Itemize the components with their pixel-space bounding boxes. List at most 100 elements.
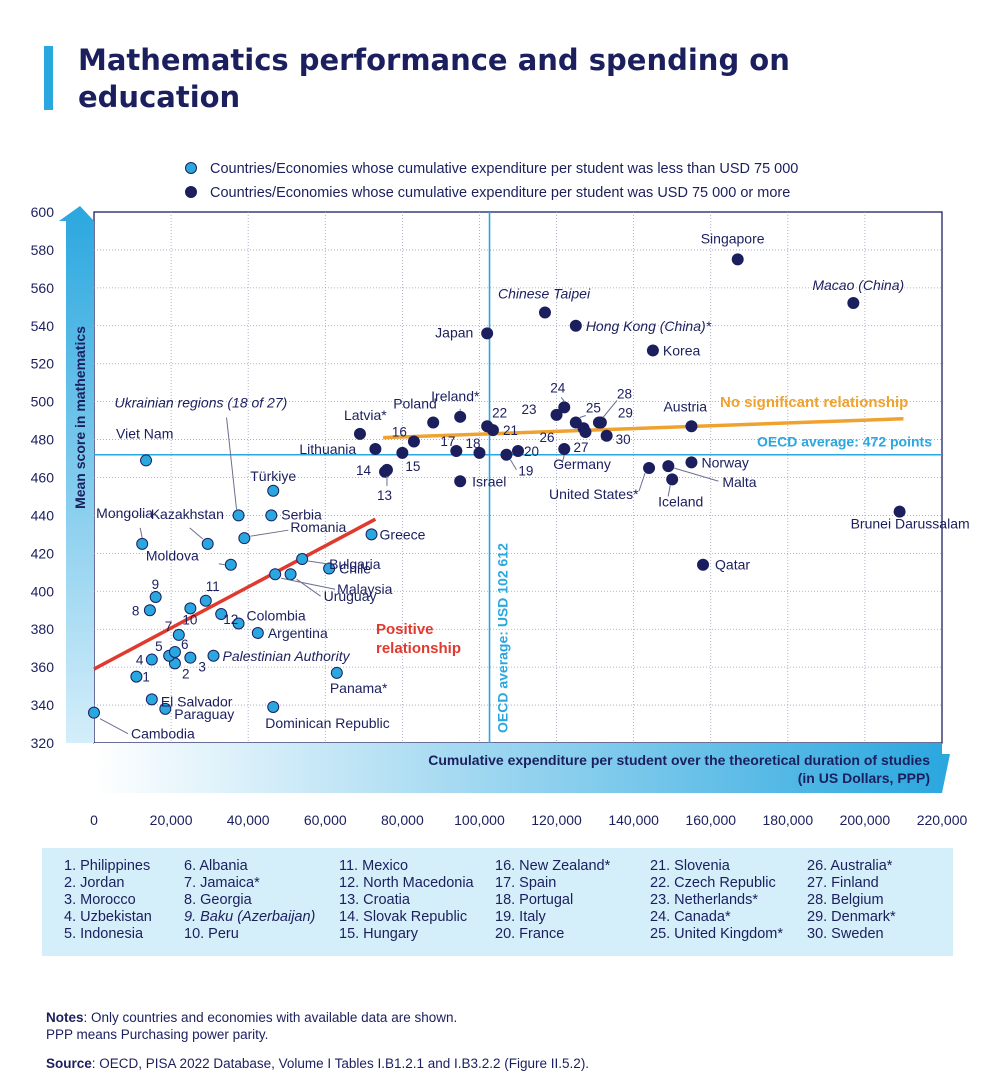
x-tick-label: 220,000 (917, 812, 968, 828)
oecd-average-expenditure-label: OECD average: USD 102 612 (495, 543, 511, 733)
point-palestinian-authority (207, 649, 220, 662)
key-item: 11. Mexico (339, 858, 409, 874)
y-tick-label: 400 (31, 583, 55, 599)
point-ukrainian-regions-18-of-27 (232, 509, 245, 522)
point-label-kazakhstan: Kazakhstan (151, 506, 224, 522)
y-tick-label: 440 (31, 507, 55, 523)
key-column-2: 6. Albania 7. Jamaica* 8. Georgia 9. Bak… (184, 858, 315, 943)
point-label-latvia: Latvia* (344, 407, 387, 423)
point-bulgaria (296, 553, 309, 566)
x-tick-label: 160,000 (685, 812, 736, 828)
y-tick-label: 460 (31, 470, 55, 486)
key-item: 20. France (495, 926, 565, 942)
key-item: 6. Albania (184, 858, 248, 874)
key-item: 21. Slovenia (650, 858, 730, 874)
oecd-average-score-label: OECD average: 472 points (757, 434, 932, 450)
point-label-ukrainian-regions-18-of-27: Ukrainian regions (18 of 27) (115, 394, 288, 410)
point-label-viet-nam: Viet Nam (116, 425, 173, 441)
point-label-austria: Austria (663, 398, 707, 414)
point-1 (130, 670, 143, 683)
point-label-4: 4 (136, 653, 144, 668)
point-label-17: 17 (440, 434, 455, 449)
trend-label-positive: relationship (376, 640, 461, 657)
label-leader-line (99, 718, 129, 735)
key-item: 18. Portugal (495, 892, 574, 908)
point-paraguay (159, 702, 172, 715)
x-tick-label: 40,000 (227, 812, 270, 828)
point-11 (199, 594, 212, 607)
y-tick-label: 360 (31, 659, 55, 675)
point-moldova (224, 558, 237, 571)
chart-title: Mathematics performance and spending on … (78, 43, 790, 114)
x-tick-label: 200,000 (840, 812, 891, 828)
point-chile (323, 562, 336, 575)
point-label-korea: Korea (663, 342, 701, 358)
point-label-argentina: Argentina (268, 625, 328, 641)
point-label-5: 5 (155, 639, 163, 654)
point-12 (215, 608, 228, 621)
point-uruguay (284, 568, 297, 581)
y-tick-label: 320 (31, 735, 55, 751)
point-label-12: 12 (223, 612, 238, 627)
label-leader-line (602, 400, 618, 418)
key-item: 12. North Macedonia (339, 875, 474, 891)
point-label-palestinian-authority: Palestinian Authority (222, 648, 350, 664)
source-label: Source (46, 1056, 92, 1071)
axis-bands: Cumulative expenditure per student over … (59, 206, 950, 793)
legend-label: Countries/Economies whose cumulative exp… (210, 185, 790, 201)
key-item: 23. Netherlands* (650, 892, 759, 908)
key-item: 15. Hungary (339, 926, 418, 942)
point-label-7: 7 (165, 619, 173, 634)
point-label-malta: Malta (722, 474, 756, 490)
point-austria (685, 420, 698, 433)
point-6 (168, 645, 181, 658)
point-colombia (232, 617, 245, 630)
point-21 (486, 424, 499, 437)
point-27 (579, 425, 592, 438)
label-leader-line (638, 472, 646, 492)
key-item: 1. Philippines (64, 858, 151, 874)
point-label-13: 13 (377, 488, 392, 503)
x-axis-band (94, 743, 950, 793)
label-leader-line (667, 485, 671, 497)
point-label-chile: Chile (339, 561, 371, 577)
y-axis-title: Mean score in mathematics (72, 326, 88, 509)
point-label-21: 21 (503, 423, 518, 438)
x-tick-label: 20,000 (150, 812, 193, 828)
point-united-states (643, 462, 656, 475)
key-column-1: 1. Philippines 2. Jordan 3. Morocco 4. U… (64, 858, 152, 943)
point-label-10: 10 (182, 612, 197, 627)
point-label-t-rkiye: Türkiye (250, 468, 296, 484)
source: Source: OECD, PISA 2022 Database, Volume… (46, 1056, 589, 1071)
notes-label: Notes (46, 1010, 84, 1025)
point-israel (454, 475, 467, 488)
point-label-el-salvador: El Salvador (161, 693, 233, 709)
point-romania (238, 532, 251, 545)
y-tick-label: 540 (31, 318, 55, 334)
point-label-18: 18 (465, 436, 480, 451)
point-cambodia (88, 706, 100, 719)
point-label-3: 3 (198, 660, 206, 675)
point-label-dominican-republic: Dominican Republic (265, 715, 390, 731)
point-label-22: 22 (492, 405, 507, 420)
point-label-2: 2 (182, 666, 190, 681)
point-label-20: 20 (524, 444, 539, 459)
point-label-colombia: Colombia (247, 608, 306, 624)
point-germany (558, 443, 571, 456)
point-japan (481, 327, 494, 340)
key-item: 17. Spain (495, 875, 557, 891)
label-leader-line (510, 459, 517, 471)
point-label-16: 16 (392, 424, 407, 439)
point-label-germany: Germany (553, 456, 611, 472)
point-label-romania: Romania (290, 519, 346, 535)
point-label-greece: Greece (380, 526, 426, 542)
key-item: 10. Peru (184, 926, 239, 942)
key-item: 2. Jordan (64, 875, 125, 891)
point-19 (500, 448, 513, 461)
point-label-mongolia: Mongolia (96, 505, 153, 521)
label-leader-line (226, 417, 238, 510)
point-18 (473, 446, 486, 459)
point-label-macao-china: Macao (China) (812, 277, 904, 293)
y-tick-label: 380 (31, 621, 55, 637)
label-leader-line (139, 527, 143, 538)
